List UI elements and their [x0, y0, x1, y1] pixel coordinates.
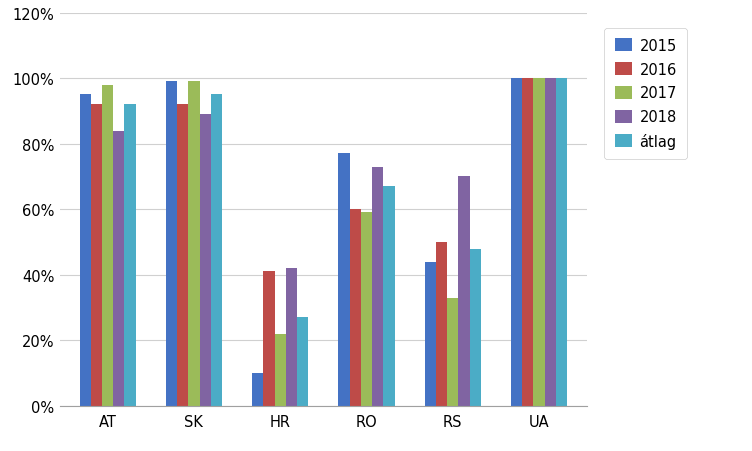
Bar: [286, 268, 297, 406]
Bar: [252, 373, 263, 406]
Bar: [124, 105, 135, 406]
Legend: 2015, 2016, 2017, 2018, átlag: 2015, 2016, 2017, 2018, átlag: [605, 29, 687, 160]
Bar: [91, 105, 102, 406]
Bar: [425, 262, 436, 406]
Bar: [211, 95, 222, 406]
Bar: [533, 79, 544, 406]
Bar: [470, 249, 481, 406]
Bar: [297, 318, 308, 406]
Bar: [523, 79, 533, 406]
Bar: [447, 298, 459, 406]
Bar: [177, 105, 188, 406]
Bar: [114, 131, 124, 406]
Bar: [102, 86, 114, 406]
Bar: [361, 213, 372, 406]
Bar: [459, 177, 470, 406]
Bar: [511, 79, 523, 406]
Bar: [384, 187, 395, 406]
Bar: [350, 210, 361, 406]
Bar: [544, 79, 556, 406]
Bar: [556, 79, 567, 406]
Bar: [372, 167, 384, 406]
Bar: [166, 82, 177, 406]
Bar: [274, 334, 286, 406]
Bar: [436, 243, 447, 406]
Bar: [338, 154, 350, 406]
Bar: [80, 95, 91, 406]
Bar: [188, 82, 199, 406]
Bar: [263, 272, 274, 406]
Bar: [199, 115, 211, 406]
